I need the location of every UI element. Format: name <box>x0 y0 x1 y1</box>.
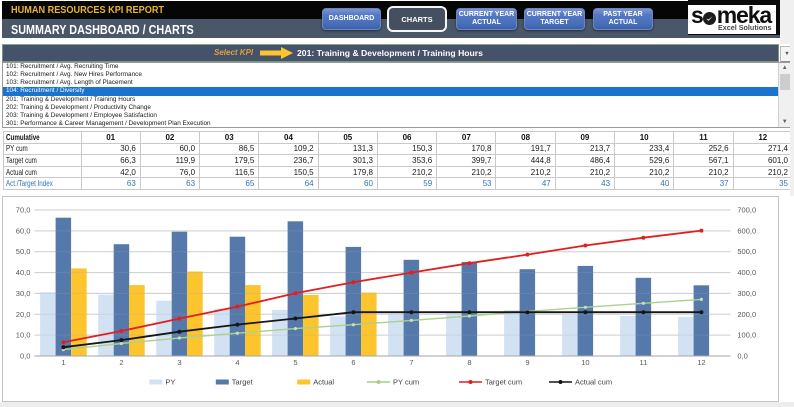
svg-text:60,0: 60,0 <box>16 226 31 235</box>
svg-text:30,0: 30,0 <box>16 289 31 298</box>
svg-text:300,0: 300,0 <box>737 289 756 298</box>
svg-text:3: 3 <box>177 358 181 367</box>
svg-text:50,0: 50,0 <box>16 247 31 256</box>
svg-text:6: 6 <box>351 358 355 367</box>
svg-text:12: 12 <box>697 358 705 367</box>
svg-text:PY: PY <box>165 378 175 387</box>
svg-text:10,0: 10,0 <box>16 331 31 340</box>
svg-text:Target: Target <box>232 378 254 387</box>
svg-text:4: 4 <box>235 358 239 367</box>
svg-text:40,0: 40,0 <box>16 268 31 277</box>
svg-text:600,0: 600,0 <box>737 226 756 235</box>
svg-text:11: 11 <box>640 358 648 367</box>
svg-text:200,0: 200,0 <box>737 310 756 319</box>
svg-text:PY cum: PY cum <box>393 378 419 387</box>
svg-text:500,0: 500,0 <box>737 247 756 256</box>
svg-text:70,0: 70,0 <box>16 206 31 215</box>
svg-text:9: 9 <box>525 358 529 367</box>
svg-text:Target cum: Target cum <box>485 378 522 387</box>
svg-text:8: 8 <box>467 358 471 367</box>
svg-text:10: 10 <box>581 358 589 367</box>
svg-text:2: 2 <box>119 358 123 367</box>
svg-text:7: 7 <box>409 358 413 367</box>
svg-text:Actual cum: Actual cum <box>575 378 612 387</box>
svg-text:400,0: 400,0 <box>737 268 756 277</box>
svg-text:1: 1 <box>61 358 65 367</box>
svg-text:100,0: 100,0 <box>737 331 756 340</box>
svg-text:5: 5 <box>293 358 297 367</box>
svg-text:0,0: 0,0 <box>737 352 747 361</box>
svg-text:0,0: 0,0 <box>20 352 30 361</box>
svg-text:700,0: 700,0 <box>737 206 756 215</box>
svg-text:Actual: Actual <box>313 378 334 387</box>
svg-text:20,0: 20,0 <box>16 310 31 319</box>
